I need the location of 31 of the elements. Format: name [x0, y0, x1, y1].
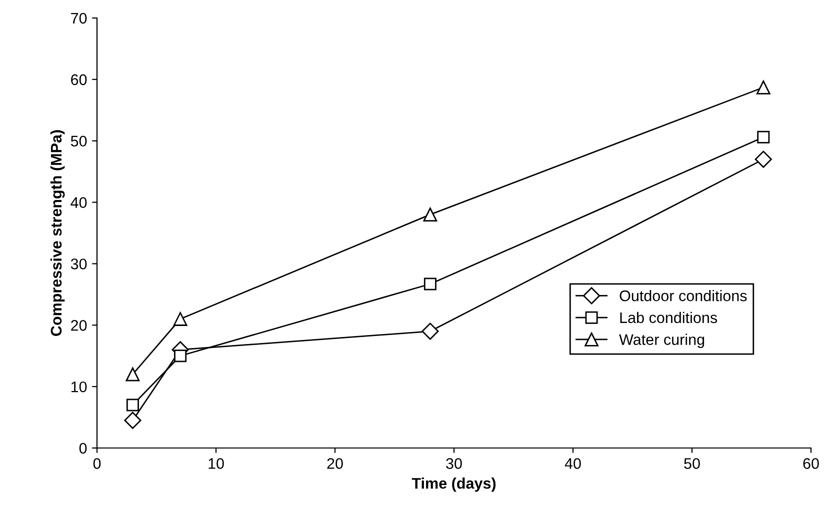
y-axis-title: Compressive strength (MPa) — [50, 130, 65, 336]
point — [424, 278, 436, 290]
x-tick-label: 30 — [446, 458, 462, 469]
y-tick-label: 30 — [70, 258, 87, 270]
point — [173, 312, 188, 326]
x-tick-label: 50 — [684, 458, 700, 469]
point — [756, 80, 770, 94]
y-tick-label: 70 — [71, 12, 87, 24]
x-tick-label: 20 — [327, 458, 343, 469]
point — [757, 130, 770, 144]
x-tick-label: 0 — [93, 458, 101, 469]
y-tick-label: 50 — [70, 136, 87, 147]
x-tick-label: 10 — [208, 458, 224, 469]
point — [124, 412, 142, 429]
point — [126, 367, 140, 382]
y-tick-label: 60 — [71, 74, 87, 86]
x-tick-label: 60 — [803, 458, 819, 469]
x-axis-title: Time (days) — [412, 478, 496, 492]
legend-label: Lab conditions — [620, 312, 718, 324]
point — [754, 150, 772, 168]
point — [174, 350, 187, 362]
y-tick-label: 10 — [71, 381, 87, 392]
y-tick-label: 20 — [71, 320, 87, 331]
point — [423, 208, 438, 222]
point — [422, 322, 439, 340]
x-tick-label: 40 — [564, 458, 581, 469]
legend-label: Outdoor conditions — [620, 290, 747, 302]
legend-label: Water curing — [619, 334, 704, 348]
y-tick-label: 0 — [79, 442, 87, 454]
point — [126, 398, 139, 412]
y-tick-label: 40 — [70, 197, 87, 208]
